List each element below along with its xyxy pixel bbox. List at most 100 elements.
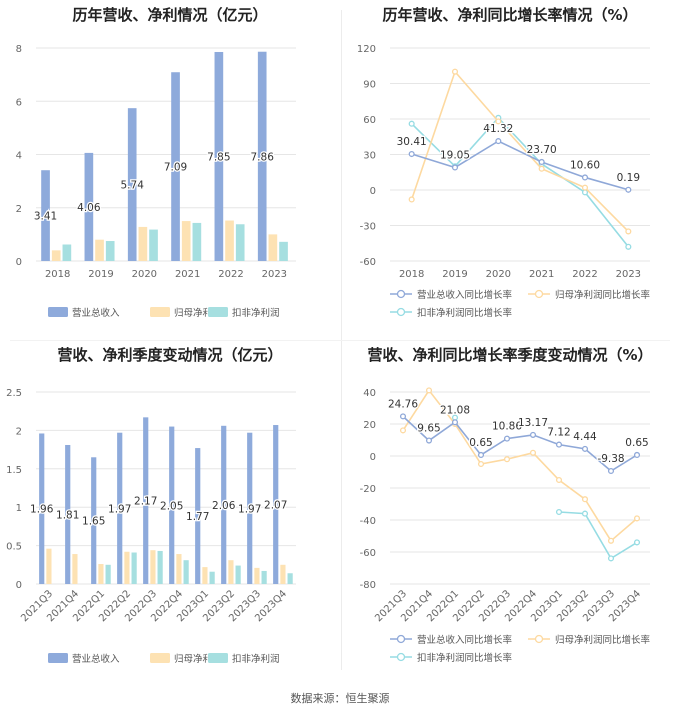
legend-label: 归母净利润同比增长率 (555, 289, 651, 301)
horizontal-divider (10, 340, 670, 341)
bar (176, 554, 182, 584)
bar (51, 250, 61, 261)
bar (143, 417, 149, 584)
legend-marker (396, 634, 406, 644)
legend-marker (534, 289, 544, 299)
bar (150, 550, 156, 584)
x-tick-label: 2023 (262, 269, 287, 280)
bar (221, 425, 227, 584)
bar-value-label: 1.97 (238, 503, 261, 515)
data-point (451, 164, 459, 171)
legend-marker (396, 289, 406, 299)
y-tick-label: 90 (363, 80, 376, 91)
bar-value-label: 1.77 (186, 511, 209, 523)
bar (46, 548, 52, 584)
bar (157, 550, 163, 584)
x-tick-label: 2021 (175, 269, 200, 280)
data-label: 4.44 (573, 431, 597, 443)
bar (84, 152, 94, 261)
bar-value-label: 7.86 (251, 151, 275, 163)
quarterly-revenue-profit-chart: 营收、净利季度变动情况（亿元） 0 0.5 1 1.5 2 2.5 2021Q3 2021Q4… (0, 340, 340, 680)
bar (247, 432, 253, 584)
legend-label: 扣非净利润 (232, 307, 280, 319)
chart-title: 营收、净利季度变动情况（亿元） (57, 346, 283, 364)
data-point (503, 456, 511, 463)
data-label: 19.05 (440, 149, 470, 161)
legend-label: 营业总收入 (72, 307, 120, 319)
bar (209, 571, 215, 584)
data-point (399, 413, 407, 420)
data-point (625, 228, 632, 235)
bar (72, 554, 78, 584)
x-tick-label: 2022 (218, 269, 243, 280)
y-tick-label: -60 (360, 257, 376, 268)
data-source-note: 数据来源：恒生聚源 (290, 692, 390, 705)
legend-marker (396, 652, 406, 662)
chart-canvas: 00.511.522.52021Q32021Q42022Q12022Q22022… (6, 388, 296, 665)
data-label: 9.65 (417, 423, 440, 435)
data-label: 7.12 (547, 427, 570, 439)
y-tick-label: -30 (360, 222, 376, 233)
bar-value-label: 2.07 (264, 500, 287, 512)
bar (225, 220, 234, 261)
bar (169, 426, 175, 584)
bar (195, 448, 201, 584)
y-tick-label: -40 (360, 516, 376, 527)
legend-label: 归母净利润同比增长率 (555, 634, 651, 646)
data-label: 41.32 (483, 123, 513, 135)
bar (138, 226, 148, 261)
y-tick-label: 0 (370, 452, 376, 463)
data-point (451, 68, 459, 75)
y-tick-label: 40 (363, 388, 376, 399)
data-label: 0.19 (617, 172, 640, 184)
data-point (625, 186, 632, 193)
bar (261, 570, 267, 584)
annual-growth-rate-chart: 历年营收、净利同比增长率情况（%） -60 -30 0 30 60 90 120 2018 20… (340, 0, 680, 340)
bar (131, 552, 137, 584)
data-point (425, 387, 433, 394)
bar (149, 229, 158, 261)
bar (65, 444, 71, 584)
data-label: 24.76 (388, 398, 418, 410)
bar (62, 244, 72, 261)
chart-title: 营收、净利同比增长率季度变动情况（%） (367, 346, 653, 364)
data-point (581, 184, 589, 191)
bar (124, 551, 130, 584)
legend-label: 营业总收入同比增长率 (417, 634, 513, 646)
bar (39, 433, 45, 584)
data-point (633, 451, 641, 459)
y-tick-label: 6 (16, 97, 22, 108)
y-tick-label: -60 (360, 548, 376, 559)
bar-value-label: 7.09 (164, 162, 187, 174)
bar (214, 51, 224, 262)
data-point (503, 435, 511, 442)
bar (181, 221, 191, 261)
data-point (495, 138, 502, 145)
series-line (410, 70, 629, 232)
bar-value-label: 1.96 (30, 504, 54, 516)
bar-value-label: 1.81 (56, 509, 79, 521)
data-point (555, 441, 563, 448)
series-line (411, 140, 629, 191)
bar-value-label: 5.74 (121, 180, 145, 192)
data-point (555, 476, 563, 484)
y-tick-label: -20 (360, 484, 376, 495)
bar-value-label: 7.85 (207, 151, 230, 163)
data-point (607, 537, 615, 544)
data-point (529, 431, 537, 438)
bar (268, 234, 278, 261)
x-tick-label: 2023 (616, 269, 641, 280)
data-label: 0.65 (625, 437, 648, 449)
x-tick-label: 2020 (486, 269, 511, 280)
data-point (399, 427, 407, 434)
chart-canvas: -60 -30 0 30 60 90 120 2018 2019 2020 2021 2022 2023… (357, 44, 651, 319)
x-tick-label: 2021 (529, 269, 554, 280)
legend-swatch (48, 307, 68, 317)
legend-swatch (150, 307, 170, 317)
quarterly-growth-rate-chart: 营收、净利同比增长率季度变动情况（%） -80 -60 -40 -20 0 20 40 202… (340, 340, 680, 680)
data-point (581, 174, 589, 181)
series-line (402, 415, 638, 472)
bar (228, 560, 234, 584)
y-tick-label: 120 (357, 44, 376, 55)
data-point (581, 189, 589, 196)
